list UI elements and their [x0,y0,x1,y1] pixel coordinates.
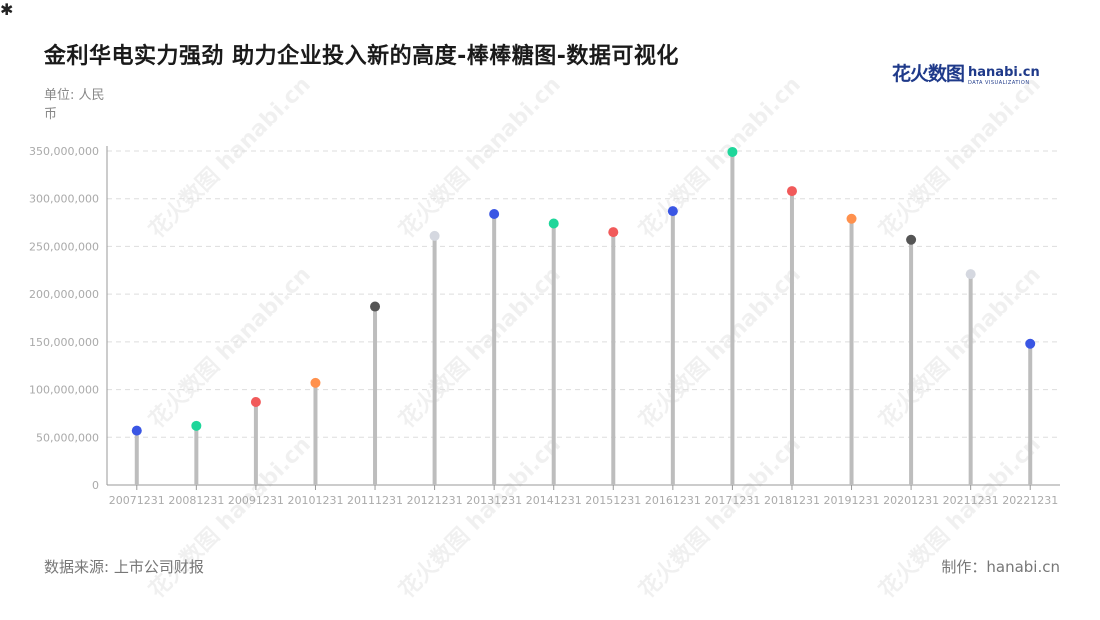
y-tick-label: 100,000,000 [29,384,99,397]
chart-title: 金利华电实力强劲 助力企业投入新的高度-棒棒糖图-数据可视化 [44,44,679,69]
x-tick-label: 20091231 [228,494,284,507]
x-tick-label: 20081231 [168,494,224,507]
lollipop-head [131,425,142,436]
logo-tagline: DATA VISUALIZATION [968,80,1030,86]
lollipop-head [191,420,202,431]
x-tick-label: 20171231 [704,494,760,507]
logo-en: hanabi.cn [968,65,1040,80]
logo-cn: 花火数图 [892,63,965,85]
logo-en-block: hanabi.cn DATA VISUALIZATION [968,66,1040,86]
x-tick-label: 20161231 [645,494,701,507]
logo-spark-icon: ✱ [0,0,14,19]
lollipop-head [429,230,440,241]
lollipop-head [489,208,500,219]
lollipop-head [250,396,261,407]
brand-logo: 花火数图 hanabi.cn DATA VISUALIZATION [892,60,1042,86]
x-tick-label: 20111231 [347,494,403,507]
x-tick-label: 20131231 [466,494,522,507]
y-tick-label: 150,000,000 [29,336,99,349]
x-tick-label: 20191231 [824,494,880,507]
lollipop-head [548,218,559,229]
lollipop-head [1025,338,1036,349]
lollipop-head [370,301,381,312]
x-tick-label: 20211231 [943,494,999,507]
x-tick-label: 20141231 [526,494,582,507]
lollipop-head [727,146,738,157]
x-tick-label: 20101231 [287,494,343,507]
x-tick-label: 20201231 [883,494,939,507]
x-tick-label: 20151231 [585,494,641,507]
x-tick-label: 20221231 [1002,494,1058,507]
y-tick-label: 350,000,000 [29,145,99,158]
lollipop-head [846,213,857,224]
lollipop-head [667,206,678,217]
y-tick-label: 300,000,000 [29,193,99,206]
lollipop-head [310,377,321,388]
unit-label: 单位: 人民币 [44,88,105,122]
y-tick-label: 50,000,000 [36,431,99,444]
x-tick-label: 20071231 [109,494,165,507]
lollipop-head [608,227,619,238]
y-tick-label: 200,000,000 [29,288,99,301]
credit: 制作：hanabi.cn [941,558,1060,576]
y-tick-label: 0 [92,479,99,492]
y-tick-label: 250,000,000 [29,240,99,253]
x-tick-label: 20181231 [764,494,820,507]
lollipop-head [906,234,917,245]
lollipop-head [786,186,797,197]
data-source: 数据来源: 上市公司财报 [44,558,204,576]
lollipop-head [965,269,976,280]
x-tick-label: 20121231 [407,494,463,507]
